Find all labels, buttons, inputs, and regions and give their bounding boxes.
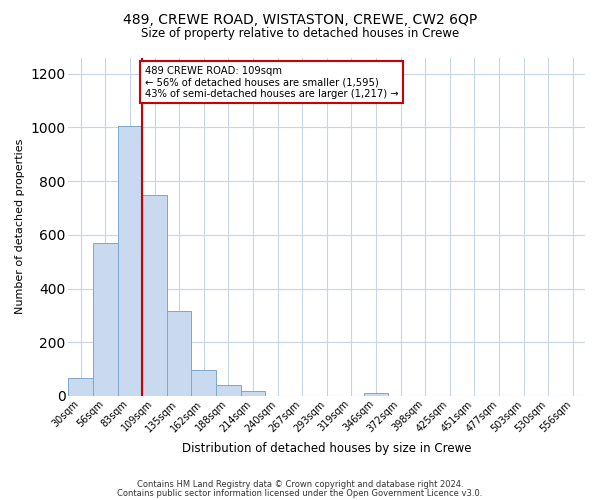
Text: Contains public sector information licensed under the Open Government Licence v3: Contains public sector information licen…: [118, 489, 482, 498]
Bar: [118, 126, 142, 396]
Bar: [142, 195, 167, 396]
Bar: [191, 370, 216, 396]
X-axis label: Distribution of detached houses by size in Crewe: Distribution of detached houses by size …: [182, 442, 472, 455]
Text: Size of property relative to detached houses in Crewe: Size of property relative to detached ho…: [141, 28, 459, 40]
Bar: [216, 384, 241, 396]
Bar: [364, 393, 388, 396]
Bar: [167, 312, 191, 396]
Bar: [241, 390, 265, 396]
Bar: [93, 243, 118, 396]
Text: Contains HM Land Registry data © Crown copyright and database right 2024.: Contains HM Land Registry data © Crown c…: [137, 480, 463, 489]
Bar: [68, 378, 93, 396]
Text: 489 CREWE ROAD: 109sqm
← 56% of detached houses are smaller (1,595)
43% of semi-: 489 CREWE ROAD: 109sqm ← 56% of detached…: [145, 66, 398, 99]
Y-axis label: Number of detached properties: Number of detached properties: [15, 139, 25, 314]
Text: 489, CREWE ROAD, WISTASTON, CREWE, CW2 6QP: 489, CREWE ROAD, WISTASTON, CREWE, CW2 6…: [123, 12, 477, 26]
